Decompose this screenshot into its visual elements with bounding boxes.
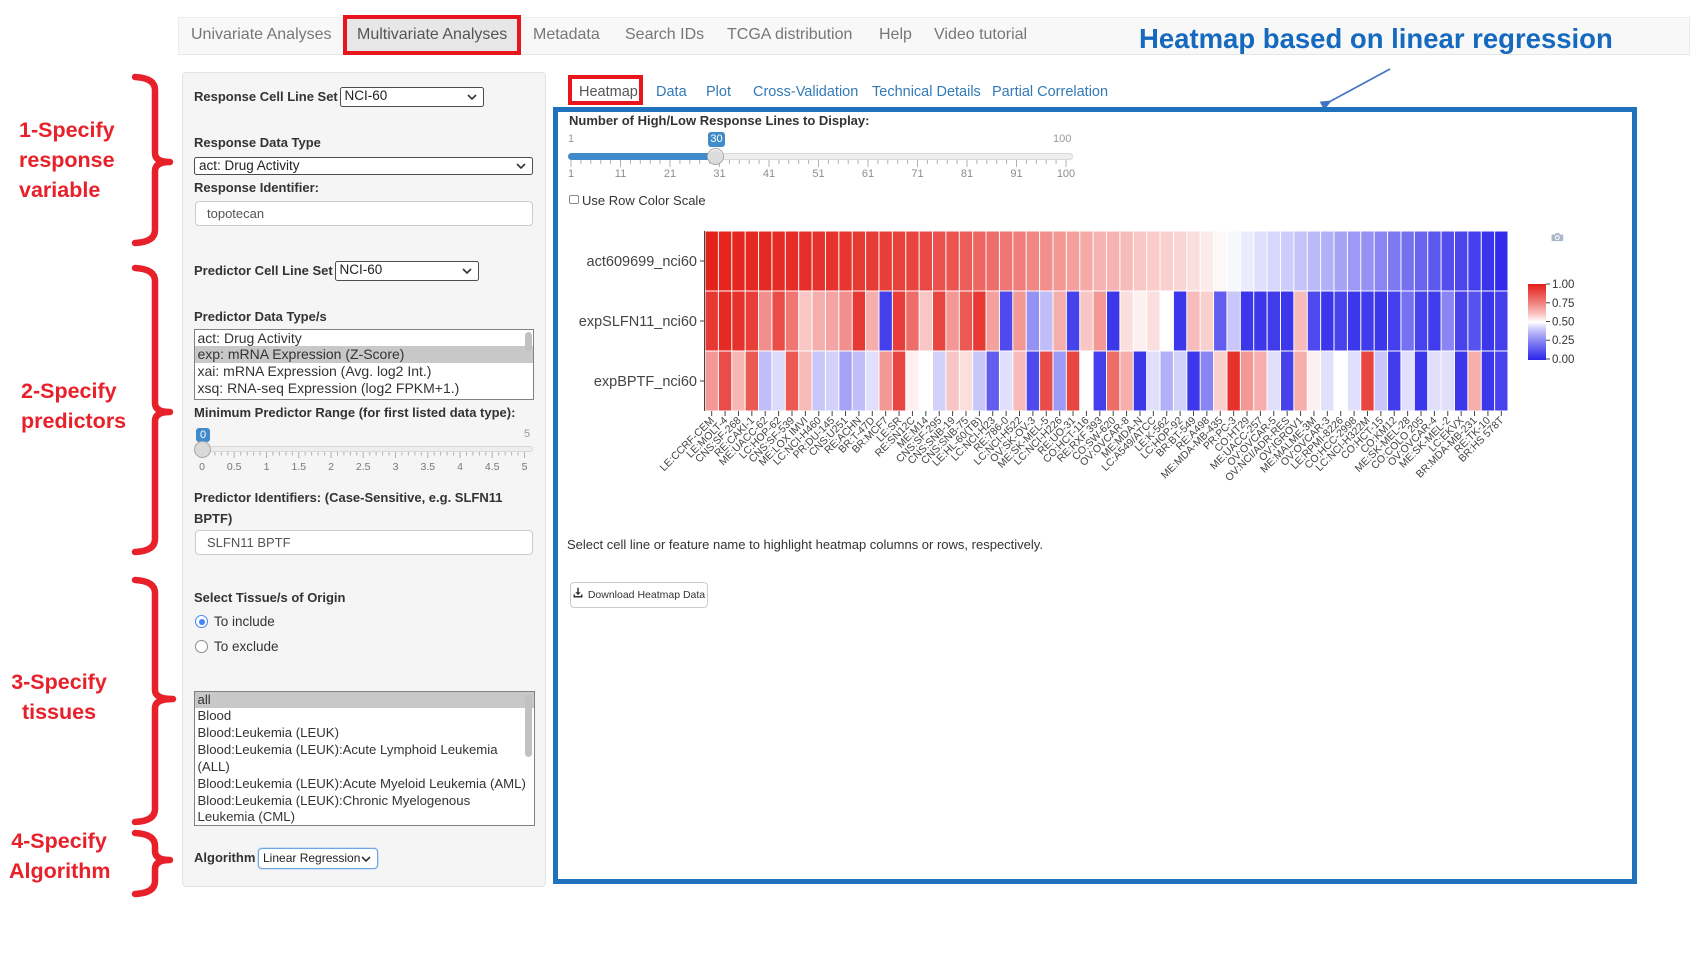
svg-text:0.5: 0.5 (227, 461, 242, 473)
svg-text:act609699_nci60: act609699_nci60 (587, 254, 697, 270)
svg-text:5: 5 (522, 461, 528, 473)
svg-text:expBPTF_nci60: expBPTF_nci60 (594, 374, 697, 390)
svg-text:1: 1 (568, 168, 574, 180)
svg-text:41: 41 (763, 168, 775, 180)
svg-text:0: 0 (199, 461, 205, 473)
svg-text:0.75: 0.75 (1552, 298, 1574, 310)
svg-text:91: 91 (1010, 168, 1022, 180)
svg-text:2.5: 2.5 (356, 461, 371, 473)
svg-text:4.5: 4.5 (485, 461, 500, 473)
svg-text:3: 3 (393, 461, 399, 473)
svg-text:51: 51 (812, 168, 824, 180)
svg-text:0.25: 0.25 (1552, 335, 1574, 347)
svg-text:1.5: 1.5 (291, 461, 306, 473)
svg-text:11: 11 (615, 168, 626, 180)
svg-text:71: 71 (911, 168, 923, 180)
svg-text:1: 1 (264, 461, 270, 473)
svg-text:4: 4 (457, 461, 463, 473)
svg-text:2: 2 (328, 461, 334, 473)
svg-text:3.5: 3.5 (420, 461, 435, 473)
svg-text:31: 31 (713, 168, 725, 180)
svg-text:81: 81 (961, 168, 973, 180)
svg-text:0.00: 0.00 (1552, 354, 1574, 366)
svg-text:0.50: 0.50 (1552, 317, 1574, 329)
svg-text:21: 21 (664, 168, 676, 180)
svg-text:100: 100 (1057, 168, 1075, 180)
svg-text:expSLFN11_nci60: expSLFN11_nci60 (579, 314, 697, 330)
svg-text:61: 61 (862, 168, 874, 180)
svg-text:1.00: 1.00 (1552, 279, 1574, 291)
